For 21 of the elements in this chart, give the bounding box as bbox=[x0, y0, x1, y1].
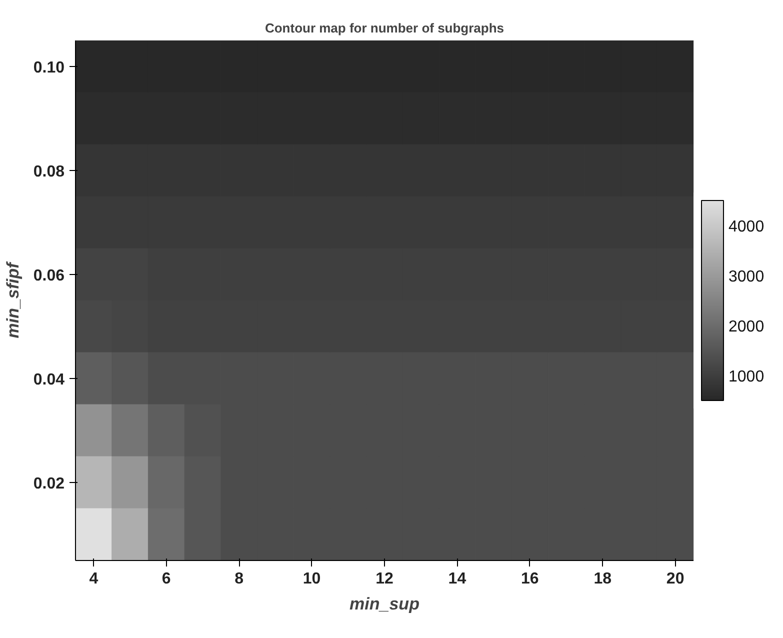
color-bar-label: 3000 bbox=[728, 268, 764, 286]
x-tick-label: 20 bbox=[666, 570, 684, 588]
x-axis-title: min_sup bbox=[350, 594, 420, 614]
x-tick-label: 4 bbox=[89, 570, 98, 588]
x-tick-label: 14 bbox=[448, 570, 466, 588]
y-tick-label: 0.06 bbox=[33, 268, 65, 284]
y-axis-title: min_sfipf bbox=[3, 260, 22, 338]
y-tick-label: 0.08 bbox=[33, 164, 65, 180]
y-tick-label: 0.04 bbox=[33, 372, 65, 388]
x-tick-label: 8 bbox=[234, 570, 244, 588]
x-tick-label: 18 bbox=[594, 570, 612, 588]
x-tick-label: 10 bbox=[302, 570, 321, 588]
color-bar-label: 1000 bbox=[728, 368, 764, 386]
chart-title: Contour map for number of subgraphs bbox=[264, 20, 504, 36]
y-tick-label: 0.10 bbox=[33, 60, 65, 76]
color-bar-label: 4000 bbox=[728, 218, 764, 236]
x-tick-label: 16 bbox=[521, 570, 539, 588]
x-tick-label: 6 bbox=[162, 570, 171, 588]
color-bar-label: 2000 bbox=[728, 318, 764, 336]
y-tick-label: 0.02 bbox=[33, 476, 65, 492]
x-tick-label: 12 bbox=[376, 570, 394, 588]
